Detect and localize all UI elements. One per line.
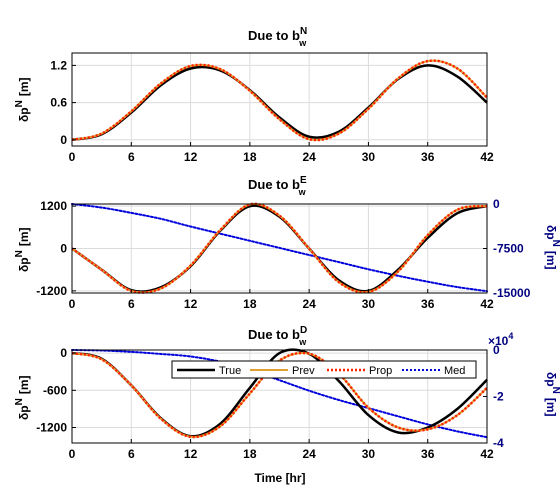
panel3-ytick-label: -600	[43, 383, 67, 397]
legend-label-prop: Prop	[369, 365, 392, 377]
panel1-xtick-label: 24	[302, 150, 316, 164]
panel3-ylabel-unit: [m]	[17, 375, 31, 394]
panel2-xtick-label: 18	[243, 297, 257, 311]
panel1-xtick-label: 0	[69, 150, 76, 164]
panel1-xtick-label: 6	[128, 150, 135, 164]
panel3-right-ytick-label: -2	[493, 390, 504, 404]
panel2-right-ylabel: δpN [m]	[544, 225, 560, 270]
panel3-xtick-label: 18	[243, 447, 257, 461]
panel1-series-true	[71, 64, 488, 142]
panel1-xtick-label: 30	[362, 150, 376, 164]
panel1-xtick-label: 18	[243, 150, 257, 164]
panel1-ylabel-sup: N	[14, 100, 25, 107]
panel3-xtick-label: 36	[421, 447, 435, 461]
legend-box	[171, 360, 477, 379]
legend: True Prev Prop Med	[171, 360, 477, 379]
panel2-series-med	[71, 203, 488, 293]
panel2-right-ytick-label: -15000	[493, 286, 531, 300]
panel-north: Due to bN w 00.61.2 0 6 12 18 24 30 36 42 δpN[m]	[14, 26, 494, 164]
legend-label-med: Med	[444, 365, 465, 377]
panel1-title-sup: N	[300, 26, 307, 37]
panel3-series-prop	[71, 351, 488, 439]
panel1-xtick-label: 42	[480, 150, 494, 164]
panel2-title-main: Due to b	[248, 177, 300, 192]
panel2-right-ytick-label: 0	[493, 197, 500, 211]
panel1-title-sub: w	[298, 38, 307, 48]
panel1-series-prev	[71, 59, 488, 142]
panel2-xtick-label: 42	[480, 297, 494, 311]
panel1-ytick-label: 0.6	[50, 96, 67, 110]
panel1-ylabel-unit: [m]	[17, 77, 31, 96]
panel1-ylabel-main: δp	[17, 107, 31, 122]
panel2-ylabel-unit: [m]	[17, 227, 31, 246]
panel3-right-ytick-label: 0	[493, 343, 500, 357]
panel2-xtick-label: 0	[69, 297, 76, 311]
panel3-right-ylabel-main: δp	[544, 372, 558, 387]
panel1-xtick-label: 12	[184, 150, 198, 164]
panel2-right-ylabel-main: δp	[544, 225, 558, 240]
panel3-ytick-label: 0	[60, 346, 67, 360]
panel1-ylabel: δpN [m]	[14, 77, 31, 122]
panel2-xtick-label: 36	[421, 297, 435, 311]
panel3-title-main: Due to b	[248, 327, 300, 342]
panel3-xtick-label: 42	[480, 447, 494, 461]
panel2-title-sup: E	[300, 175, 307, 186]
panel1-plot-area	[71, 52, 488, 147]
legend-label-true: True	[219, 365, 241, 377]
panel2-ylabel-main: δp	[17, 257, 31, 272]
panel3-title-sup: D	[300, 325, 307, 336]
panel3-title: Due to bD w	[248, 325, 307, 347]
panel2-ytick-label: 0	[60, 242, 67, 256]
panel2-ytick-label: -1200	[36, 284, 67, 298]
panel3-xtick-label: 30	[362, 447, 376, 461]
panel1-xtick-label: 36	[421, 150, 435, 164]
panel2-right-ylabel-sup: N	[550, 240, 560, 247]
panel1-title: Due to bN w	[248, 26, 307, 48]
panel2-right-ytick-label: -7500	[493, 242, 524, 256]
panel2-ytick-label: 1200	[40, 199, 67, 213]
panel2-xtick-label: 6	[128, 297, 135, 311]
panel2-xtick-label: 24	[302, 297, 316, 311]
panel3-xtick-label: 0	[69, 447, 76, 461]
panel3-right-ylabel-sup: N	[550, 387, 560, 394]
panel3-right-ylabel: δpN [m]	[544, 372, 560, 417]
panel3-right-ylabel-unit: [m]	[544, 398, 558, 417]
panel3-xtick-label: 24	[302, 447, 316, 461]
panel1-title-main: Due to b	[248, 28, 300, 43]
panel3-right-exponent-power: 4	[508, 331, 513, 341]
legend-label-prev: Prev	[292, 365, 315, 377]
panel3-ylabel-main: δp	[17, 405, 31, 420]
panel1-ytick-label: 1.2	[50, 58, 67, 72]
panel3-right-exponent-base: ×10	[488, 334, 509, 348]
panel2-title-sub: w	[298, 187, 307, 197]
panel3-ylabel: δpN [m]	[14, 375, 31, 420]
panel3-ytick-label: -1200	[36, 421, 67, 435]
panel3-title-sub: w	[298, 337, 307, 347]
panel2-title: Due to bE w	[248, 175, 307, 197]
panel3-xtick-label: 12	[184, 447, 198, 461]
panel3-ylabel-sup: N	[14, 398, 25, 405]
panel3-right-exponent: ×104	[488, 331, 513, 348]
panel2-right-ylabel-unit: [m]	[544, 251, 558, 270]
panel2-xtick-label: 30	[362, 297, 376, 311]
panel2-ylabel-sup: N	[14, 250, 25, 257]
panel3-series-med	[71, 349, 488, 439]
panel1-ytick-label: 0	[60, 133, 67, 147]
panel1-series-prop	[71, 59, 488, 142]
panel2-xtick-label: 12	[184, 297, 198, 311]
panel-down: Due to bD w 0 -600 -1200 0 6 12 18 24 30 36 42 0 -2…	[14, 325, 560, 485]
panel3-right-ytick-label: -4	[493, 436, 504, 450]
panel3-xlabel: Time [hr]	[254, 471, 305, 485]
panel2-ylabel: δpN [m]	[14, 227, 31, 272]
panel2-series-prop	[71, 202, 488, 294]
panel3-xtick-label: 6	[128, 447, 135, 461]
